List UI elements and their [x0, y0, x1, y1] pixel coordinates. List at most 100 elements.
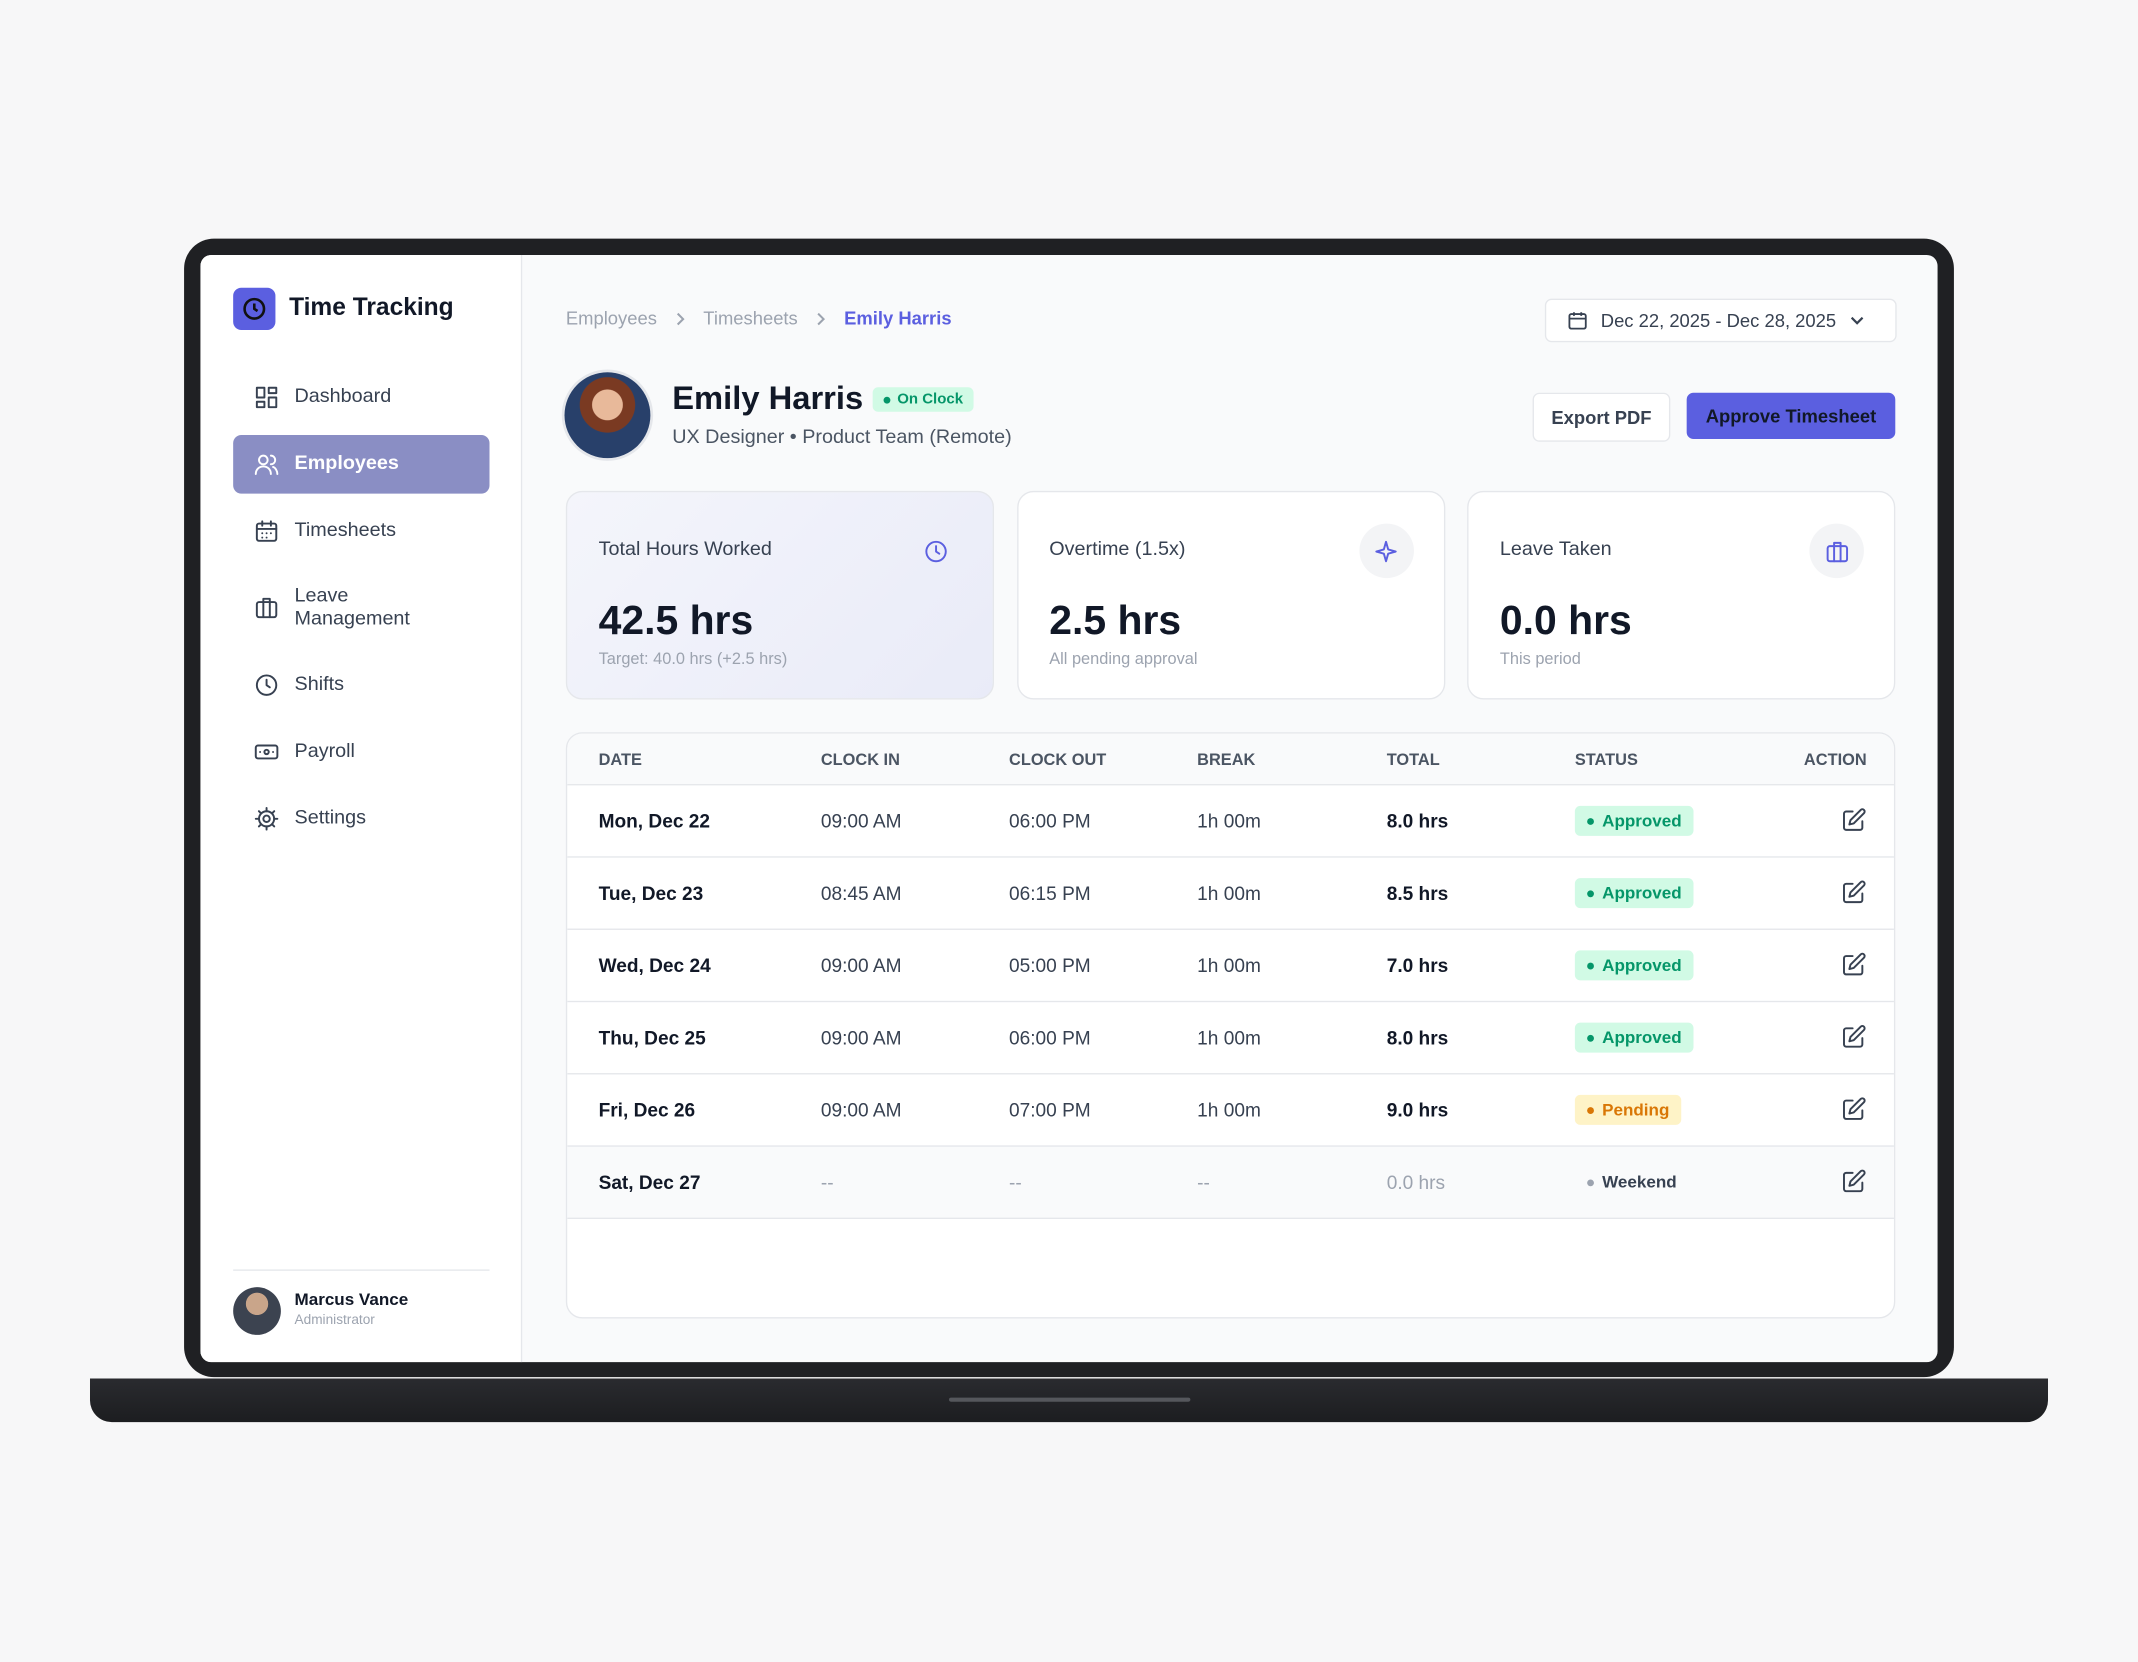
- status-badge: Approved: [1574, 1022, 1694, 1053]
- table-cell: 09:00 AM: [820, 1098, 902, 1121]
- nav-label: Settings: [294, 807, 366, 830]
- breadcrumbs: Employees Timesheets Emily Harris: [566, 308, 952, 328]
- table-cell: 0.0 hrs: [1386, 1171, 1446, 1194]
- table-cell: 08:45 AM: [820, 882, 902, 905]
- table-bottom-rule: [567, 1217, 1894, 1219]
- table-cell: 07:00 PM: [1009, 1098, 1091, 1121]
- status-text: Approved: [1602, 1028, 1682, 1048]
- table-cell: Thu, Dec 25: [598, 1026, 706, 1049]
- employee-name: Emily Harris: [672, 380, 864, 418]
- employee-avatar: [564, 372, 651, 459]
- table-cell: 06:00 PM: [1009, 809, 1091, 832]
- nav-item[interactable]: Leave Management: [233, 578, 489, 637]
- export-button[interactable]: Export PDF: [1532, 392, 1671, 442]
- card-label: Overtime (1.5x): [1049, 538, 1186, 561]
- status-text: Approved: [1602, 811, 1682, 831]
- table-cell: 09:00 AM: [820, 954, 902, 977]
- nav-item[interactable]: Settings: [233, 789, 489, 848]
- laptop-notch: [949, 1397, 1191, 1402]
- nav-item[interactable]: Employees: [233, 434, 490, 494]
- status-text: Pending: [1602, 1100, 1670, 1120]
- status-text: Weekend: [1602, 1172, 1677, 1192]
- status-badge: Approved: [1574, 950, 1694, 981]
- card-note: This period: [1499, 649, 1581, 669]
- status-badge: Weekend: [1575, 1167, 1689, 1197]
- card-label: Total Hours Worked: [598, 538, 772, 561]
- column-header: Clock In: [820, 749, 900, 770]
- divider: [233, 1269, 490, 1271]
- card-note: All pending approval: [1049, 649, 1198, 669]
- card-note: Target: 40.0 hrs (+2.5 hrs): [598, 649, 788, 669]
- table-row: Fri, Dec 26 09:00 AM 07:00 PM 1h 00m 9.0 hrs…: [567, 1073, 1894, 1147]
- table-cell: 1h 00m: [1197, 1098, 1261, 1121]
- edit-button[interactable]: [1841, 879, 1867, 912]
- sidebar: Time Tracking Marcus Vance Administrator…: [200, 254, 523, 1363]
- edit-button[interactable]: [1841, 1169, 1867, 1202]
- card-icon: [1809, 523, 1864, 579]
- status-badge: Approved: [1574, 878, 1694, 909]
- screen: Time Tracking Marcus Vance Administrator…: [200, 254, 1938, 1363]
- table-row: Tue, Dec 23 08:45 AM 06:15 PM 1h 00m 8.5 hrs…: [567, 856, 1894, 930]
- nav-label: Leave Management: [294, 584, 410, 630]
- breadcrumb[interactable]: Timesheets: [703, 308, 798, 329]
- employee-subtitle: UX Designer • Product Team (Remote): [672, 426, 1012, 449]
- table-row: Sat, Dec 27 -- -- -- 0.0 hrs Weekend: [567, 1145, 1894, 1219]
- table-cell: 8.0 hrs: [1386, 809, 1449, 832]
- table-cell: Mon, Dec 22: [598, 809, 710, 832]
- nav-item[interactable]: Dashboard: [233, 368, 489, 427]
- column-header: Clock Out: [1009, 749, 1107, 770]
- nav-item[interactable]: Shifts: [233, 656, 489, 715]
- logo: [233, 287, 276, 330]
- edit-button[interactable]: [1841, 1096, 1867, 1129]
- edit-button[interactable]: [1841, 807, 1867, 840]
- status-text: Approved: [1602, 883, 1682, 903]
- table-row: Wed, Dec 24 09:00 AM 05:00 PM 1h 00m 7.0 hrs…: [567, 928, 1894, 1003]
- card-value: 42.5 hrs: [598, 598, 754, 644]
- nav-item[interactable]: Timesheets: [233, 502, 489, 561]
- table-cell: Wed, Dec 24: [598, 954, 711, 977]
- table-cell: Fri, Dec 26: [598, 1098, 696, 1121]
- nav-label: Shifts: [294, 673, 344, 696]
- table-cell: 1h 00m: [1197, 809, 1261, 832]
- column-header: Total: [1386, 749, 1440, 770]
- column-header: Date: [598, 749, 642, 770]
- column-header: Status: [1574, 749, 1638, 770]
- status-badge: Pending: [1574, 1094, 1682, 1125]
- table-cell: 06:00 PM: [1009, 1026, 1091, 1049]
- timesheet-table: Date Clock In Clock Out Break Total Status Act…: [565, 732, 1896, 1319]
- table-cell: 05:00 PM: [1009, 954, 1091, 977]
- table-cell: Tue, Dec 23: [598, 882, 704, 905]
- column-header: Action: [1803, 749, 1867, 770]
- table-cell: 09:00 AM: [820, 1026, 902, 1049]
- nav-item[interactable]: Payroll: [233, 723, 489, 782]
- status-text: Approved: [1602, 955, 1682, 975]
- nav-label: Timesheets: [294, 519, 396, 542]
- nav-label: Employees: [294, 452, 399, 475]
- table-row: Mon, Dec 22 09:00 AM 06:00 PM 1h 00m 8.0 hrs…: [567, 784, 1894, 858]
- table-header: Date Clock In Clock Out Break Total Status Act…: [567, 733, 1894, 785]
- table-cell: 7.0 hrs: [1386, 954, 1449, 977]
- user-role: Administrator: [294, 1313, 375, 1329]
- table-cell: 1h 00m: [1197, 1026, 1261, 1049]
- nav-label: Payroll: [294, 740, 355, 763]
- card-label: Leave Taken: [1499, 538, 1612, 561]
- app-title: Time Tracking: [289, 293, 454, 321]
- edit-button[interactable]: [1841, 1024, 1867, 1057]
- card-icon: [908, 524, 963, 579]
- table-cell: 8.5 hrs: [1386, 882, 1449, 905]
- table-cell: 9.0 hrs: [1386, 1098, 1449, 1121]
- stat-card: Total Hours Worked 42.5 hrs Target: 40.0 h…: [565, 490, 995, 700]
- approve-button[interactable]: Approve Timesheet: [1686, 392, 1896, 440]
- breadcrumb[interactable]: Employees: [565, 308, 657, 329]
- table-cell: 09:00 AM: [820, 809, 902, 832]
- table-cell: Sat, Dec 27: [598, 1171, 701, 1194]
- table-cell: --: [1197, 1171, 1210, 1194]
- stat-card: Leave Taken 0.0 hrs This period: [1467, 490, 1896, 700]
- edit-button[interactable]: [1841, 952, 1867, 985]
- date-picker[interactable]: Dec 22, 2025 - Dec 28, 2025: [1544, 298, 1897, 343]
- card-value: 0.0 hrs: [1499, 598, 1632, 644]
- status-text: On Clock: [897, 391, 964, 408]
- table-cell: 06:15 PM: [1009, 882, 1091, 905]
